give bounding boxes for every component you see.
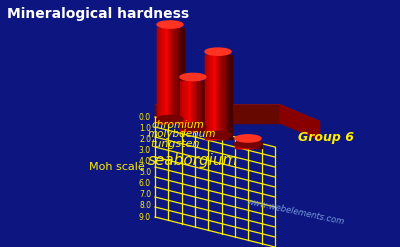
Ellipse shape — [205, 48, 231, 55]
Bar — [180, 81, 193, 131]
Bar — [218, 55, 231, 139]
Bar — [246, 142, 248, 148]
Bar — [259, 142, 262, 148]
Bar — [164, 28, 166, 123]
Text: 6.0: 6.0 — [139, 179, 151, 188]
Bar — [227, 55, 229, 139]
Bar — [159, 28, 162, 123]
Bar — [166, 28, 168, 123]
Bar — [182, 81, 185, 131]
Bar — [193, 81, 196, 131]
Bar — [181, 28, 184, 123]
Bar — [222, 55, 225, 139]
Bar — [170, 28, 183, 123]
Bar — [237, 142, 240, 148]
Bar — [205, 55, 218, 139]
Ellipse shape — [157, 115, 183, 123]
Bar — [157, 28, 170, 123]
Text: Moh scale: Moh scale — [89, 162, 145, 172]
Text: 2.0: 2.0 — [139, 135, 151, 144]
Text: seaborgium: seaborgium — [148, 153, 238, 168]
Bar — [191, 81, 194, 131]
Bar — [161, 28, 164, 123]
Bar — [195, 81, 198, 131]
Bar — [252, 142, 255, 148]
Text: 3.0: 3.0 — [139, 146, 151, 155]
Bar — [170, 28, 173, 123]
Bar — [204, 81, 206, 131]
Polygon shape — [155, 105, 280, 123]
Text: chromium: chromium — [152, 120, 205, 130]
Text: 8.0: 8.0 — [139, 201, 151, 210]
Text: tungsten: tungsten — [150, 139, 200, 149]
Bar — [212, 55, 214, 139]
Bar — [180, 81, 183, 131]
Bar — [254, 142, 257, 148]
Bar — [189, 81, 191, 131]
Bar — [172, 28, 175, 123]
Ellipse shape — [157, 21, 183, 28]
Bar — [216, 55, 218, 139]
Bar — [205, 55, 208, 139]
Ellipse shape — [180, 73, 206, 81]
Text: molybdenum: molybdenum — [148, 129, 216, 139]
Text: 4.0: 4.0 — [139, 157, 151, 166]
Bar — [174, 28, 177, 123]
Text: 9.0: 9.0 — [139, 212, 151, 222]
Bar — [179, 28, 181, 123]
Bar — [229, 55, 232, 139]
Bar — [202, 81, 204, 131]
Bar — [235, 142, 248, 148]
Ellipse shape — [180, 123, 206, 131]
Bar — [193, 81, 206, 131]
Text: Mineralogical hardness: Mineralogical hardness — [7, 7, 189, 21]
Bar — [248, 142, 251, 148]
Ellipse shape — [205, 131, 231, 139]
Bar — [244, 142, 246, 148]
Bar — [220, 55, 223, 139]
Ellipse shape — [235, 140, 261, 148]
Text: 5.0: 5.0 — [139, 168, 151, 177]
Bar — [250, 142, 253, 148]
Bar — [242, 142, 244, 148]
Bar — [224, 55, 227, 139]
Bar — [157, 28, 160, 123]
Text: 7.0: 7.0 — [139, 190, 151, 199]
Polygon shape — [155, 105, 320, 122]
Bar — [214, 55, 216, 139]
Bar — [235, 142, 238, 148]
Bar — [239, 142, 242, 148]
Polygon shape — [280, 105, 320, 140]
Bar — [176, 28, 179, 123]
Bar — [218, 55, 221, 139]
Bar — [186, 81, 189, 131]
Text: www.webelements.com: www.webelements.com — [246, 198, 344, 227]
Bar — [209, 55, 212, 139]
Ellipse shape — [235, 135, 261, 142]
Bar — [248, 142, 261, 148]
Bar — [184, 81, 187, 131]
Bar — [257, 142, 259, 148]
Text: 0.0: 0.0 — [139, 112, 151, 122]
Text: Group 6: Group 6 — [298, 130, 354, 144]
Text: 1.0: 1.0 — [139, 124, 151, 133]
Bar — [197, 81, 200, 131]
Bar — [168, 28, 170, 123]
Bar — [207, 55, 210, 139]
Bar — [200, 81, 202, 131]
